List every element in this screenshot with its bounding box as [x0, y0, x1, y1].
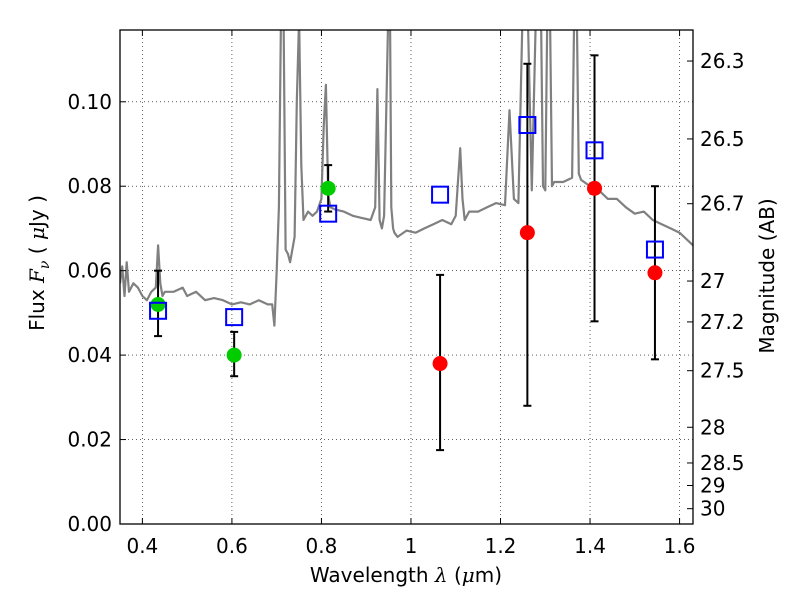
circle-point-red	[432, 356, 448, 372]
circle-point-red	[587, 180, 603, 196]
circle-point-green	[226, 347, 242, 363]
y2-tick-label: 27.5	[700, 359, 745, 383]
x-tick-label: 1.6	[664, 534, 696, 558]
square-point-blue	[225, 308, 244, 327]
square-point-blue	[585, 141, 604, 160]
square-point-blue	[149, 301, 168, 320]
y2-tick-label: 29	[700, 473, 725, 497]
y-tick-label: 0.10	[67, 90, 112, 114]
x-axis-label: Wavelength λ (μm)	[310, 563, 502, 587]
x-tick-label: 1.2	[485, 534, 517, 558]
x-tick-label: 0.4	[126, 534, 158, 558]
model-spectrum-group	[120, 30, 693, 327]
y-tick-label: 0.00	[67, 512, 112, 536]
y2-tick-label: 27.2	[700, 310, 745, 334]
square-point-blue	[319, 204, 338, 223]
y-axis-ticks: 0.00 0.02 0.04 0.06 0.08 0.10	[67, 90, 126, 536]
y2-tick-label: 30	[700, 497, 725, 521]
circle-point-green	[320, 180, 336, 196]
y2-tick-label: 26.5	[700, 127, 745, 151]
square-point-blue	[518, 116, 537, 134]
y2-axis-label: Magnitude (AB)	[755, 198, 779, 353]
model-spectrum-line	[120, 30, 693, 327]
circle-point-red	[647, 265, 663, 281]
x-tick-label: 0.8	[306, 534, 338, 558]
y-tick-label: 0.08	[67, 174, 112, 198]
x-tick-label: 0.6	[216, 534, 248, 558]
x-axis-ticks: 0.4 0.6 0.8 1 1.2 1.4 1.6	[126, 30, 695, 558]
circle-point-red	[519, 225, 535, 241]
square-point-blue	[431, 185, 450, 204]
y2-tick-label: 28	[700, 415, 725, 439]
y-tick-label: 0.02	[67, 428, 112, 452]
data-points-group	[149, 116, 664, 372]
x-tick-label: 1	[405, 534, 418, 558]
circle-point-green	[150, 296, 166, 312]
y-tick-label: 0.04	[67, 343, 112, 367]
square-point-blue	[645, 240, 664, 259]
y2-tick-label: 28.5	[700, 451, 745, 475]
plot-frame	[119, 29, 694, 525]
y-tick-label: 0.06	[67, 259, 112, 283]
x-tick-label: 1.4	[574, 534, 606, 558]
y2-tick-label: 26.7	[700, 192, 745, 216]
y-axis-label: Flux Fν ( μJy )	[25, 195, 53, 331]
y2-tick-label: 26.3	[700, 49, 745, 73]
y2-tick-label: 27	[700, 269, 725, 293]
